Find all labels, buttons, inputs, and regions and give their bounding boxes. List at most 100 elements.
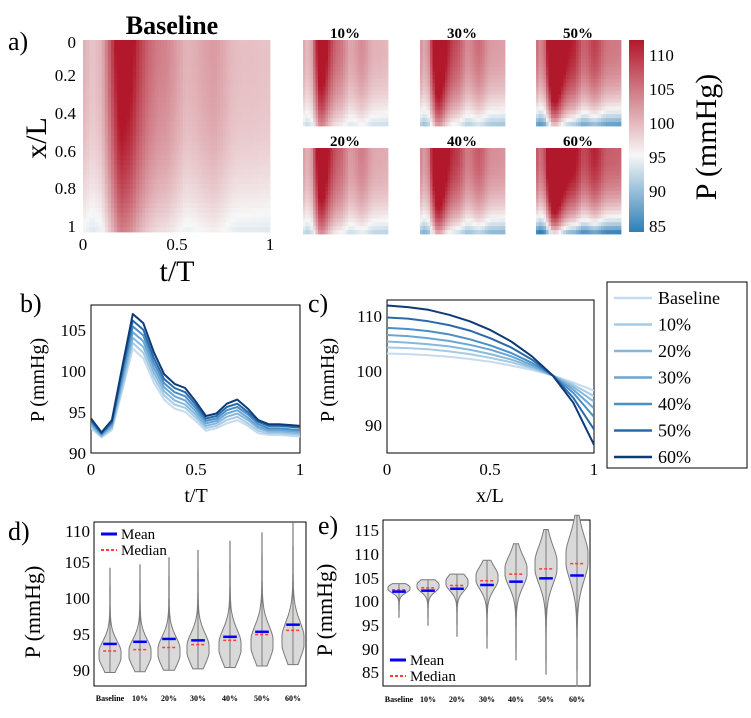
heatmap-cell [241,121,246,127]
heatmap-cell [248,131,252,137]
heatmap-cell [86,102,90,108]
heatmap-cell [154,212,159,218]
heatmap-cell [420,118,423,123]
heatmap-cell [120,102,124,108]
heatmap-cell [380,94,384,100]
heatmap-cell [338,171,341,176]
heatmap-cell [308,43,311,49]
heatmap-cell [482,90,486,96]
heatmap-cell [358,98,361,103]
heatmap-cell [226,150,230,156]
heatmap-cell [455,171,458,176]
heatmap-cell [480,83,483,88]
heatmap-cell [487,114,491,119]
heatmap-cell [370,47,374,53]
heatmap-cell [192,83,196,89]
heatmap-cell [358,79,361,84]
heatmap-cell [328,90,331,96]
heatmap-cell [313,98,316,103]
heatmap-cell [120,169,124,175]
heatmap-cell [251,155,255,161]
heatmap-cell [445,79,448,84]
heatmap-cell [373,198,376,204]
heatmap-cell [107,164,112,170]
heatmap-cell [192,217,196,223]
heatmap-cell [430,118,433,123]
heatmap-cell [145,116,149,122]
heatmap-cell [350,163,354,168]
heatmap-cell [303,179,306,184]
heatmap-cell [467,167,471,172]
heatmap-cell [422,102,426,107]
heatmap-cell [305,226,309,231]
heatmap-cell [263,97,268,103]
heatmap-cell [370,171,374,176]
heatmap-cell [126,203,131,209]
heatmap-cell [455,110,458,115]
heatmap-cell [220,208,224,214]
heatmap-cell [452,67,456,72]
heatmap-cell [241,78,246,84]
heatmap-cell [257,198,262,204]
heatmap-cell [427,55,431,60]
heatmap-cell [182,164,187,170]
heatmap-cell [164,97,168,103]
heatmap-cell [502,167,506,172]
heatmap-cell [487,183,491,188]
heatmap-cell [139,97,143,103]
heatmap-cell [157,88,162,94]
heatmap-cell [238,68,243,74]
heatmap-cell [447,167,451,172]
heatmap-cell [495,163,498,168]
heatmap-cell [313,194,316,200]
heatmap-cell [89,83,93,89]
heatmap-cell [355,98,359,103]
heatmap-cell [89,136,93,142]
heatmap-cell [305,198,309,204]
heatmap-cell [201,112,205,118]
heatmap-cell [350,86,354,92]
heatmap-cell [358,114,361,119]
heatmap-cell [98,44,103,50]
heatmap-cell [485,151,488,157]
heatmap-cell [360,55,364,60]
heatmap-cell [170,164,174,170]
heatmap-cell [198,88,202,94]
heatmap-cell [98,73,103,79]
heatmap-cell [365,47,369,53]
heatmap-cell [435,151,438,157]
heatmap-cell [173,88,177,94]
heatmap-cell [353,167,356,172]
heatmap-cell [500,83,503,88]
heatmap-cell [460,94,463,100]
heatmap-cell [328,167,331,172]
heatmap-cell [251,97,255,103]
heatmap-cell [260,116,265,122]
heatmap-cell [340,159,344,165]
heatmap-cell [129,208,134,214]
heatmap-cell [305,59,309,64]
heatmap-cell [365,94,369,100]
heatmap-cell [310,226,314,231]
heatmap-cell [345,202,349,208]
heatmap-cell [462,155,466,161]
heatmap-cell [355,86,359,92]
heatmap-cell [114,73,118,79]
heatmap-cell [117,227,121,233]
heatmap-cell [248,107,252,113]
heatmap-cell [223,54,227,60]
heatmap-cell [132,145,137,151]
heatmap-cell [430,90,433,96]
heatmap-cell [223,179,227,185]
heatmap-cell [445,106,448,111]
heatmap-cell [445,59,448,64]
heatmap-cell [440,71,443,76]
heatmap-cell [310,43,314,49]
heatmap-cell [350,191,354,196]
heatmap-cell [363,47,366,53]
heatmap-cell [427,63,431,68]
heatmap-cell [192,121,196,127]
heatmap-cell [375,98,379,103]
heatmap-cell [363,163,366,168]
heatmap-cell [229,150,233,156]
